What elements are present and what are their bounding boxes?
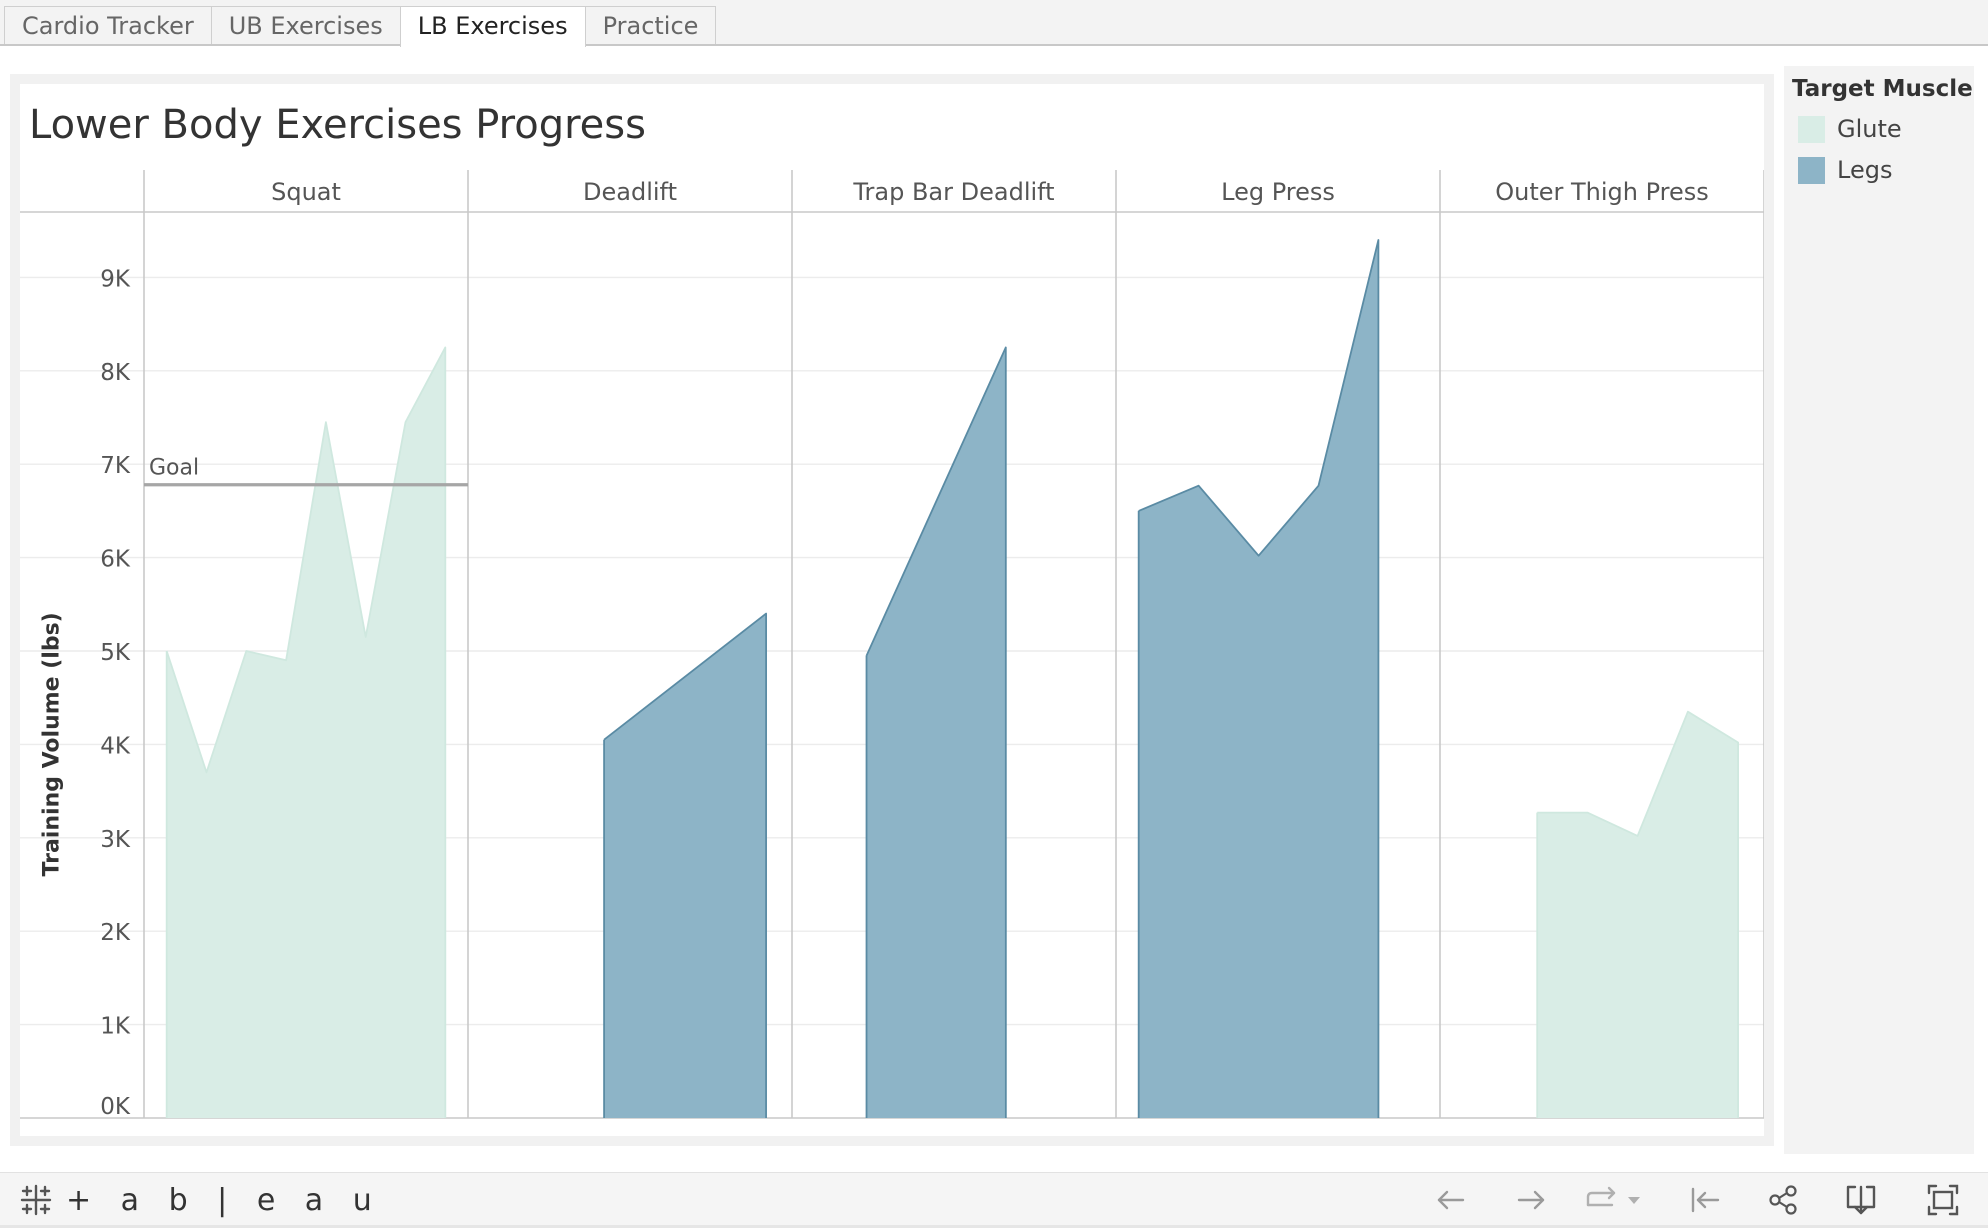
undo-icon[interactable] bbox=[1434, 1183, 1468, 1217]
chart-title: Lower Body Exercises Progress bbox=[29, 102, 646, 148]
tab-cardio-tracker[interactable]: Cardio Tracker bbox=[4, 6, 212, 44]
area-trap-bar-deadlift bbox=[866, 347, 1006, 1118]
tab-bar: Cardio Tracker UB Exercises LB Exercises… bbox=[0, 0, 1988, 47]
tabs: Cardio Tracker UB Exercises LB Exercises… bbox=[4, 6, 717, 47]
legend-item-legs[interactable]: Legs bbox=[1798, 155, 1892, 185]
bottom-toolbar: + a b | e a u bbox=[0, 1172, 1988, 1226]
legend-item-glute[interactable]: Glute bbox=[1798, 114, 1902, 144]
legend-swatch-glute bbox=[1798, 115, 1825, 143]
area-deadlift bbox=[604, 613, 767, 1118]
y-tick-label-7K: 7K bbox=[100, 453, 131, 479]
share-icon[interactable] bbox=[1766, 1183, 1800, 1217]
download-icon[interactable] bbox=[1844, 1183, 1878, 1217]
tab-lb-exercises[interactable]: LB Exercises bbox=[399, 6, 586, 47]
y-tick-label-1K: 1K bbox=[100, 1014, 131, 1040]
y-tick-label-4K: 4K bbox=[100, 733, 131, 759]
chart-area: Squat Deadlift Trap Bar Deadlift Leg Press O… bbox=[20, 84, 1764, 1136]
area-line-squat bbox=[165, 346, 447, 1119]
tableau-cross-icon bbox=[20, 1184, 52, 1216]
legend: Target Muscle Glute Legs bbox=[1784, 66, 1974, 1154]
replay-icon[interactable] bbox=[1582, 1183, 1646, 1217]
area-squat bbox=[166, 347, 446, 1118]
tableau-wordmark: + a b | e a u bbox=[66, 1182, 382, 1218]
area-line-trap-bar-deadlift bbox=[865, 346, 1007, 1119]
y-tick-label-0K: 0K bbox=[100, 1094, 131, 1120]
area-leg-press bbox=[1138, 240, 1379, 1118]
area-chart: Squat Deadlift Trap Bar Deadlift Leg Press O… bbox=[20, 170, 1764, 1120]
panel-header-squat: Squat bbox=[271, 178, 341, 206]
y-tick-label-3K: 3K bbox=[100, 827, 131, 853]
legend-label-legs: Legs bbox=[1837, 156, 1893, 184]
legend-swatch-legs bbox=[1798, 156, 1825, 184]
redo-icon[interactable] bbox=[1514, 1183, 1548, 1217]
y-tick-label-8K: 8K bbox=[100, 360, 131, 386]
area-outer-thigh-press bbox=[1537, 711, 1739, 1118]
fullscreen-icon[interactable] bbox=[1926, 1183, 1960, 1217]
area-line-outer-thigh-press bbox=[1537, 710, 1739, 1119]
tableau-logo[interactable]: + a b | e a u bbox=[18, 1182, 382, 1218]
y-tick-label-9K: 9K bbox=[100, 266, 131, 292]
panel-header-outer-thigh-press: Outer Thigh Press bbox=[1495, 178, 1709, 206]
y-tick-label-5K: 5K bbox=[100, 640, 131, 666]
y-tick-label-2K: 2K bbox=[100, 920, 131, 946]
bottom-border bbox=[0, 1225, 1988, 1228]
goal-label: Goal bbox=[149, 456, 199, 481]
area-line-deadlift bbox=[603, 612, 767, 1119]
legend-title: Target Muscle bbox=[1792, 76, 1973, 102]
y-axis-label: Training Volume (lbs) bbox=[39, 612, 65, 877]
revert-icon[interactable] bbox=[1688, 1183, 1722, 1217]
panel-header-trap-bar-deadlift: Trap Bar Deadlift bbox=[852, 178, 1054, 206]
tab-ub-exercises[interactable]: UB Exercises bbox=[210, 6, 401, 44]
panel-header-deadlift: Deadlift bbox=[583, 178, 677, 206]
panel-header-leg-press: Leg Press bbox=[1221, 178, 1335, 206]
legend-label-glute: Glute bbox=[1837, 115, 1902, 143]
y-tick-label-6K: 6K bbox=[100, 547, 131, 573]
area-line-leg-press bbox=[1138, 239, 1380, 1119]
tab-practice[interactable]: Practice bbox=[584, 6, 717, 44]
